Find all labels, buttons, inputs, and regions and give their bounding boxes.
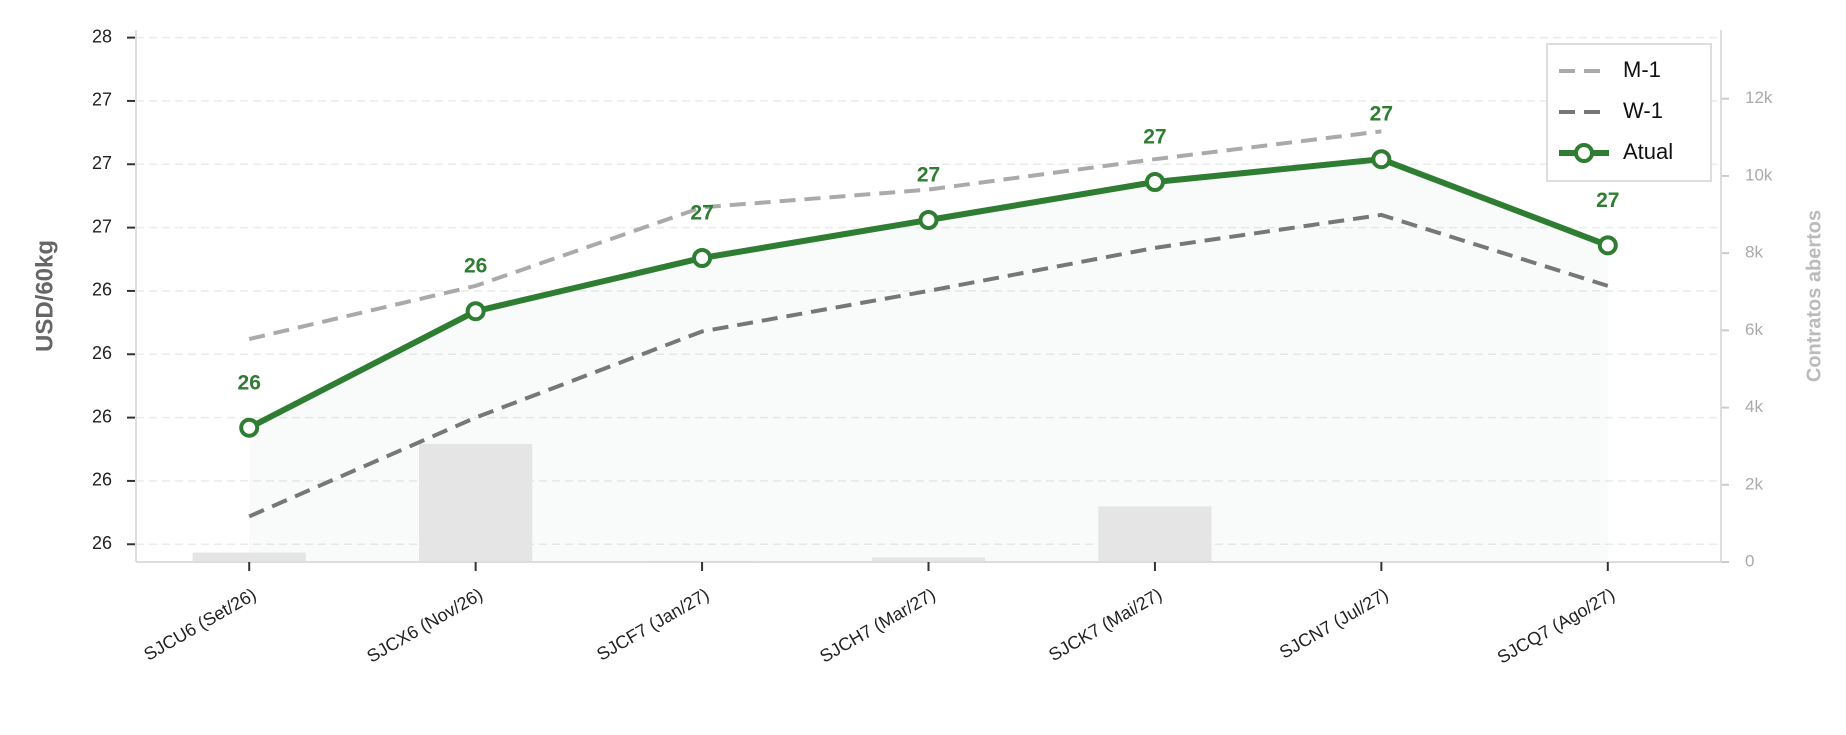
y-tick-label: 26 [92, 533, 112, 553]
y-axis-label: USD/60kg [31, 240, 58, 352]
y2-tick-label: 12k [1745, 88, 1773, 107]
point [1371, 149, 1392, 170]
legend-marker [1574, 143, 1594, 163]
point [465, 301, 486, 322]
y2-tick-label: 0 [1745, 551, 1754, 570]
y-tick-label: 28 [92, 26, 112, 46]
y-tick-label: 26 [92, 343, 112, 363]
x-tick-label: SJCU6 (Set/26) [140, 584, 259, 664]
data-label: 26 [238, 371, 261, 394]
point [1597, 235, 1618, 256]
data-label: 26 [464, 255, 487, 278]
point [239, 417, 260, 438]
point [918, 210, 939, 230]
x-tick-label: SJCN7 (Jul/27) [1276, 584, 1392, 662]
data-label: 27 [917, 164, 940, 187]
data-label: 27 [690, 202, 713, 225]
y-tick-label: 27 [92, 90, 112, 110]
legend-label: M-1 [1623, 57, 1661, 82]
bar [1098, 506, 1212, 562]
data-label: 27 [1596, 189, 1619, 212]
y2-axis-label: Contratos abertos [1803, 210, 1825, 382]
y2-tick-label: 10k [1745, 165, 1773, 184]
legend-label: Atual [1623, 139, 1673, 164]
data-label: 27 [1143, 126, 1166, 149]
point [692, 248, 713, 268]
y2-tick-label: 6k [1745, 320, 1763, 339]
x-tick-label: SJCH7 (Mar/27) [816, 584, 939, 666]
y2-tick-label: 2k [1745, 474, 1763, 493]
x-tick-label: SJCQ7 (Ago/27) [1494, 584, 1618, 667]
bar [192, 552, 306, 562]
y-tick-label: 26 [92, 470, 112, 490]
x-tick-label: SJCK7 (Mai/27) [1045, 584, 1165, 665]
x-tick-label: SJCX6 (Nov/26) [363, 584, 486, 666]
y-tick-label: 26 [92, 280, 112, 300]
y-tick-label: 27 [92, 153, 112, 173]
y2-tick-label: 8k [1745, 243, 1763, 262]
bar [419, 443, 533, 562]
series-line [248, 212, 1609, 519]
series-line [248, 129, 1382, 342]
point [1144, 172, 1165, 192]
y-tick-label: 27 [92, 216, 112, 236]
x-tick-label: SJCF7 (Jan/27) [593, 584, 712, 664]
bar [871, 557, 986, 562]
data-label: 27 [1370, 103, 1393, 126]
y2-tick-label: 4k [1745, 397, 1763, 416]
legend-label: W-1 [1623, 98, 1663, 123]
legend-box [1546, 43, 1712, 182]
y-tick-label: 26 [92, 406, 112, 426]
